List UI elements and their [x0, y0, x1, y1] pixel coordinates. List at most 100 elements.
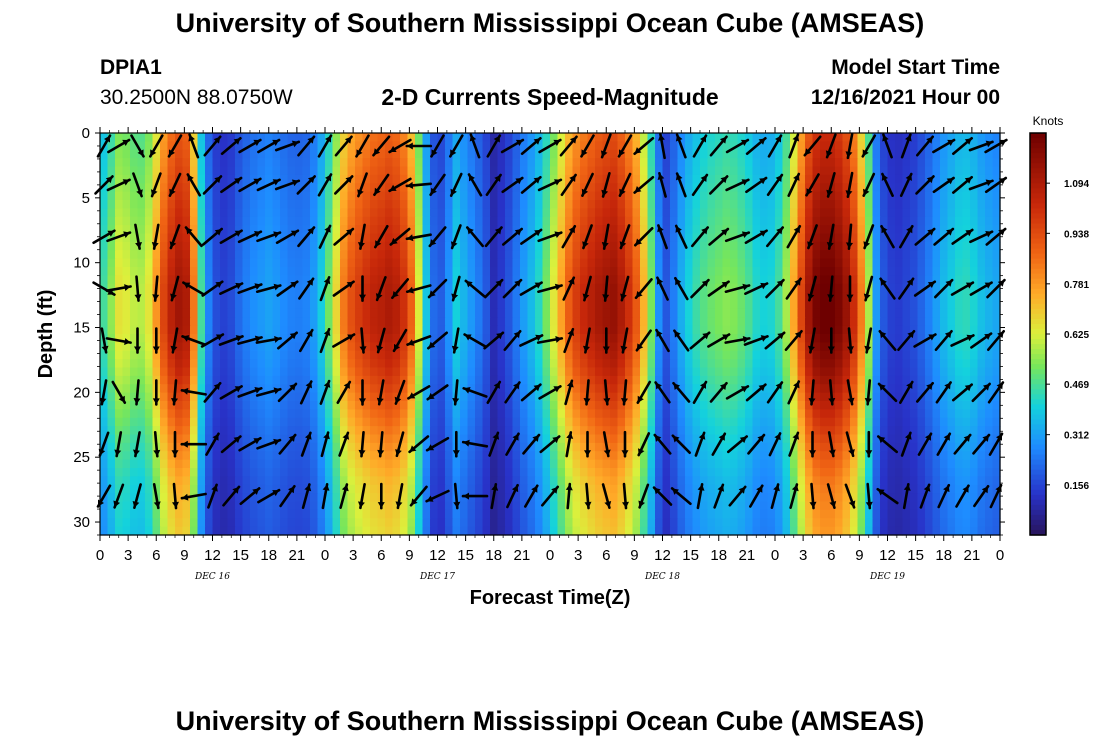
- heatmap-cell: [850, 325, 859, 335]
- heatmap-cell: [362, 200, 371, 209]
- heatmap-cell: [422, 225, 431, 235]
- heatmap-cell: [835, 149, 844, 159]
- heatmap-cell: [362, 375, 371, 385]
- heatmap-cell: [887, 183, 896, 193]
- heatmap-cell: [385, 141, 394, 151]
- heatmap-cell: [332, 200, 341, 209]
- heatmap-cell: [722, 375, 731, 385]
- heatmap-cell: [812, 250, 821, 260]
- heatmap-cell: [295, 401, 304, 410]
- heatmap-cell: [362, 392, 371, 402]
- heatmap-cell: [460, 451, 469, 461]
- heatmap-cell: [467, 409, 476, 419]
- heatmap-cell: [805, 300, 814, 310]
- heatmap-cell: [977, 208, 986, 218]
- heatmap-cell: [797, 367, 806, 377]
- heatmap-cell: [527, 401, 536, 410]
- heatmap-cell: [917, 250, 926, 260]
- heatmap-cell: [137, 384, 146, 394]
- heatmap-cell: [167, 442, 176, 452]
- heatmap-cell: [925, 459, 934, 469]
- heatmap-cell: [655, 283, 664, 293]
- heatmap-cell: [640, 375, 649, 385]
- heatmap-cell: [190, 375, 199, 385]
- heatmap-cell: [992, 367, 1001, 377]
- heatmap-cell: [167, 384, 176, 394]
- heatmap-cell: [535, 392, 544, 402]
- heatmap-cell: [182, 417, 191, 427]
- heatmap-cell: [932, 409, 941, 419]
- heatmap-cell: [587, 300, 596, 310]
- heatmap-cell: [167, 401, 176, 410]
- heatmap-cell: [227, 174, 236, 184]
- heatmap-cell: [992, 183, 1001, 193]
- heatmap-cell: [332, 459, 341, 469]
- heatmap-cell: [700, 392, 709, 402]
- heatmap-cell: [557, 342, 566, 352]
- heatmap-cell: [715, 350, 724, 360]
- heatmap-cell: [962, 317, 971, 327]
- heatmap-cell: [925, 149, 934, 159]
- heatmap-cell: [445, 149, 454, 159]
- heatmap-cell: [835, 459, 844, 469]
- heatmap-cell: [272, 392, 281, 402]
- heatmap-cell: [407, 350, 416, 360]
- heatmap-cell: [865, 225, 874, 235]
- heatmap-cell: [257, 476, 266, 486]
- heatmap-cell: [580, 442, 589, 452]
- heatmap-cell: [850, 225, 859, 235]
- heatmap-cell: [730, 292, 739, 302]
- heatmap-cell: [445, 476, 454, 486]
- heatmap-cell: [880, 342, 889, 352]
- heatmap-cell: [655, 426, 664, 436]
- heatmap-cell: [842, 451, 851, 461]
- heatmap-cell: [452, 250, 461, 260]
- heatmap-cell: [407, 300, 416, 310]
- heatmap-cell: [310, 317, 319, 327]
- heatmap-cell: [842, 334, 851, 343]
- heatmap-cell: [782, 174, 791, 184]
- heatmap-cell: [700, 258, 709, 268]
- heatmap-cell: [857, 141, 866, 151]
- heatmap-cell: [692, 292, 701, 302]
- heatmap-cell: [340, 166, 349, 176]
- heatmap-cell: [677, 434, 686, 444]
- heatmap-cell: [805, 200, 814, 209]
- heatmap-cell: [287, 342, 296, 352]
- heatmap-cell: [917, 426, 926, 436]
- heatmap-cell: [317, 367, 326, 377]
- heatmap-cell: [160, 233, 169, 243]
- heatmap-cell: [805, 149, 814, 159]
- heatmap-cell: [460, 241, 469, 251]
- heatmap-cell: [370, 233, 379, 243]
- heatmap-cell: [820, 267, 829, 276]
- heatmap-cell: [775, 141, 784, 151]
- heatmap-cell: [190, 292, 199, 302]
- heatmap-cell: [310, 350, 319, 360]
- heatmap-cell: [692, 166, 701, 176]
- heatmap-cell: [520, 283, 529, 293]
- heatmap-cell: [880, 158, 889, 168]
- heatmap-cell: [272, 350, 281, 360]
- heatmap-cell: [925, 250, 934, 260]
- heatmap-cell: [280, 434, 289, 444]
- heatmap-cell: [175, 367, 184, 377]
- heatmap-cell: [917, 350, 926, 360]
- heatmap-cell: [557, 258, 566, 268]
- heatmap-cell: [760, 401, 769, 410]
- heatmap-cell: [220, 342, 229, 352]
- heatmap-cell: [640, 392, 649, 402]
- heatmap-cell: [760, 183, 769, 193]
- heatmap-cell: [685, 183, 694, 193]
- heatmap-cell: [325, 267, 334, 276]
- heatmap-cell: [115, 334, 124, 343]
- heatmap-cell: [730, 166, 739, 176]
- heatmap-cell: [632, 200, 641, 209]
- heatmap-cell: [812, 409, 821, 419]
- heatmap-cell: [430, 208, 439, 218]
- heatmap-cell: [790, 300, 799, 310]
- heatmap-cell: [745, 149, 754, 159]
- heatmap-cell: [872, 241, 881, 251]
- heatmap-cell: [662, 468, 671, 477]
- heatmap-cell: [880, 359, 889, 369]
